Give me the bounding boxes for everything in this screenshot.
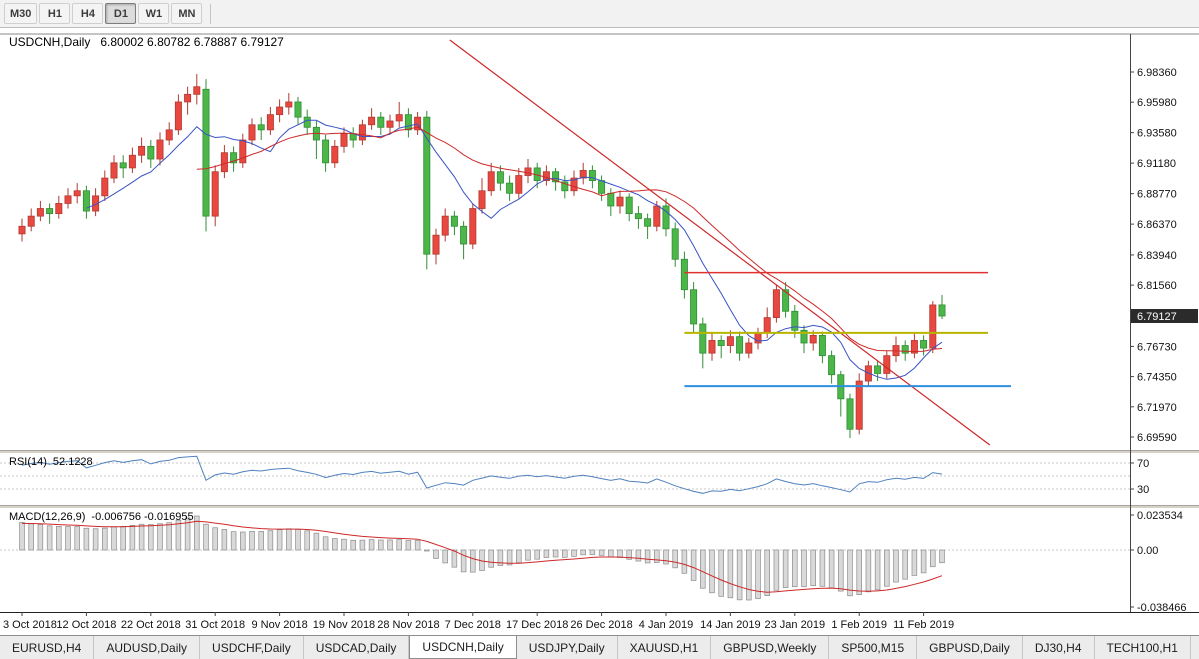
date-tick-label: 28 Nov 2018	[377, 619, 439, 631]
rsi-panel	[0, 455, 1130, 494]
date-tick-label: 3 Oct 2018	[3, 619, 57, 631]
date-tick-label: 1 Feb 2019	[831, 619, 887, 631]
svg-text:6.76730: 6.76730	[1137, 341, 1177, 353]
svg-text:6.83940: 6.83940	[1137, 250, 1177, 262]
symbol-tab-usdcnh-daily[interactable]: USDCNH,Daily	[409, 636, 517, 659]
symbol-tab-audusd-daily[interactable]: AUDUSD,Daily	[94, 636, 201, 659]
date-tick-label: 17 Dec 2018	[506, 619, 568, 631]
date-tick-label: 14 Jan 2019	[700, 619, 761, 631]
svg-text:6.79127: 6.79127	[1137, 311, 1177, 323]
chart-window[interactable]: 6.98360 6.95980 6.93580 6.91180 6.88770 6.863…	[0, 28, 1199, 635]
rsi-line	[21, 455, 943, 494]
svg-text:6.91180: 6.91180	[1137, 158, 1176, 170]
price-chart-canvas[interactable]: 6.98360 6.95980 6.93580 6.91180 6.88770 6.863…	[0, 28, 1199, 635]
svg-text:6.93580: 6.93580	[1137, 128, 1177, 140]
svg-text:6.74350: 6.74350	[1137, 372, 1177, 384]
svg-text:6.71970: 6.71970	[1137, 402, 1177, 414]
symbol-tab-eurusd-h4[interactable]: EURUSD,H4	[0, 636, 95, 659]
ma-slow-line	[196, 126, 943, 353]
macd-panel	[0, 515, 1130, 601]
svg-text:70: 70	[1137, 458, 1149, 470]
symbol-tab-dj30-h4[interactable]: DJ30,H4	[1023, 636, 1095, 659]
timeframe-button-h4[interactable]: H4	[72, 3, 104, 24]
symbol-tab-xauusd-h1[interactable]: XAUUSD,H1	[618, 636, 712, 659]
timeframe-button-d1[interactable]: D1	[105, 3, 137, 24]
time-axis[interactable]: 3 Oct 2018 12 Oct 2018 22 Oct 2018 31 Oct 2…	[3, 612, 954, 631]
current-price-badge: 6.79127	[1131, 309, 1198, 324]
svg-text:0.023534: 0.023534	[1137, 510, 1183, 522]
timeframe-toolbar: M30 H1 H4 D1 W1 MN	[0, 0, 1199, 28]
symbol-tab-gbpusd-daily[interactable]: GBPUSD,Daily	[917, 636, 1023, 659]
date-tick-label: 11 Feb 2019	[893, 619, 954, 631]
svg-text:6.81560: 6.81560	[1137, 280, 1177, 292]
svg-text:6.86370: 6.86370	[1137, 219, 1177, 231]
macd-histogram	[19, 515, 945, 601]
toolbar-separator	[210, 3, 212, 24]
main-price-panel	[18, 39, 1011, 446]
date-tick-label: 31 Oct 2018	[185, 619, 245, 631]
timeframe-button-mn[interactable]: MN	[171, 3, 203, 24]
symbol-tab-usdchf-daily[interactable]: USDCHF,Daily	[200, 636, 304, 659]
date-tick-label: 9 Nov 2018	[251, 619, 307, 631]
symbol-tab-usdcad-daily[interactable]: USDCAD,Daily	[304, 636, 410, 659]
date-tick-label: 4 Jan 2019	[639, 619, 693, 631]
descending-trendline[interactable]	[449, 39, 991, 446]
ma-fast-line	[86, 119, 943, 380]
svg-text:6.95980: 6.95980	[1137, 97, 1177, 109]
svg-text:0.00: 0.00	[1137, 545, 1158, 557]
svg-text:6.98360: 6.98360	[1137, 67, 1177, 79]
svg-text:6.69590: 6.69590	[1137, 432, 1177, 444]
price-axis[interactable]: 6.98360 6.95980 6.93580 6.91180 6.88770 6.863…	[1130, 67, 1187, 614]
svg-text:-0.038466: -0.038466	[1137, 602, 1187, 614]
svg-text:6.88770: 6.88770	[1137, 189, 1177, 201]
timeframe-button-w1[interactable]: W1	[138, 3, 170, 24]
date-tick-label: 26 Dec 2018	[570, 619, 632, 631]
macd-signal-line	[21, 520, 943, 593]
date-tick-label: 7 Dec 2018	[445, 619, 501, 631]
symbol-tab-usdjpy-daily[interactable]: USDJPY,Daily	[517, 636, 618, 659]
date-tick-label: 19 Nov 2018	[313, 619, 375, 631]
symbol-tab-sp500-m15[interactable]: SP500,M15	[829, 636, 918, 659]
timeframe-button-m30[interactable]: M30	[4, 3, 38, 24]
timeframe-button-h1[interactable]: H1	[39, 3, 71, 24]
svg-text:30: 30	[1137, 484, 1149, 496]
date-tick-label: 23 Jan 2019	[765, 619, 826, 631]
date-tick-label: 12 Oct 2018	[56, 619, 116, 631]
date-tick-label: 22 Oct 2018	[121, 619, 181, 631]
symbol-tab-tech100-h1[interactable]: TECH100,H1	[1095, 636, 1191, 659]
symbol-tabbar: EURUSD,H4 AUDUSD,Daily USDCHF,Daily USDCAD,…	[0, 635, 1199, 659]
symbol-tab-gbpusd-weekly[interactable]: GBPUSD,Weekly	[711, 636, 830, 659]
timeframe-button-group: M30 H1 H4 D1 W1 MN	[4, 3, 203, 24]
candlestick-series	[18, 74, 946, 439]
